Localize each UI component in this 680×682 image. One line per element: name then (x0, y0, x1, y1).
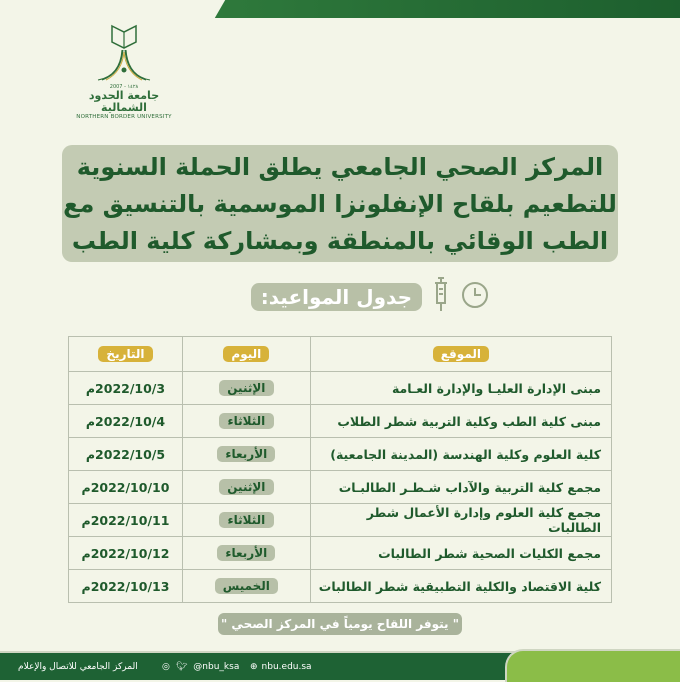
twitter-icon[interactable]: 🐦︎ (175, 661, 188, 672)
table-row: مبنى الإدارة العليـا والإدارة العـامة ال… (68, 371, 613, 405)
table-row: كلية العلوم وكلية الهندسة (المدينة الجام… (68, 437, 613, 471)
website-link[interactable]: nbu.edu.sa (261, 661, 312, 672)
table-row: كلية الاقتصاد والكلية التطبيقية شطر الطا… (68, 569, 613, 603)
title-line: المركز الصحي الجامعي يطلق الحملة السنوية (76, 153, 604, 181)
logo-year: 2007 - ١٤٢٨ (109, 84, 139, 90)
instagram-icon[interactable]: ◎ (162, 661, 170, 672)
announcement-title: المركز الصحي الجامعي يطلق الحملة السنوية… (62, 145, 618, 262)
header-location: الموقع (432, 346, 489, 362)
cell-location: كلية الاقتصاد والكلية التطبيقية شطر الطا… (309, 569, 613, 603)
cell-date: 2022/10/4م (68, 404, 183, 438)
cell-date: 2022/10/3م (68, 371, 183, 405)
top-decor-band (200, 0, 680, 18)
schedule-table: الموقع اليوم التاريخ مبنى الإدارة العليـ… (68, 336, 613, 603)
header-day: اليوم (223, 346, 270, 362)
cell-date: 2022/10/10م (68, 470, 183, 504)
cell-date: 2022/10/11م (68, 503, 183, 537)
cell-date: 2022/10/5م (68, 437, 183, 471)
table-row: مبنى كلية الطب وكلية التربية شطر الطلاب … (68, 404, 613, 438)
header-date: التاريخ (98, 346, 153, 362)
table-row: مجمع الكليات الصحية شطر الطالبات الأربعا… (68, 536, 613, 570)
cell-location: مجمع الكليات الصحية شطر الطالبات (309, 536, 613, 570)
cell-day: الإثنين (218, 380, 274, 396)
cell-location: مبنى الإدارة العليـا والإدارة العـامة (309, 371, 613, 405)
globe-icon: ⊕ (250, 661, 258, 672)
logo-arabic-name: جامعة الحدود الشمالية (88, 89, 160, 114)
cell-day: الخميس (214, 578, 278, 594)
footer-bar: المركز الجامعي للاتصال والإعلام ◎ 🐦︎ @nb… (0, 649, 680, 682)
availability-note: " يتوفر اللقاح يومياً في المركز الصحي " (218, 613, 462, 635)
cell-location: كلية العلوم وكلية الهندسة (المدينة الجام… (309, 437, 613, 471)
cell-location: مجمع كلية العلوم وإدارة الأعمال شطر الطا… (309, 503, 613, 537)
table-row: مجمع كلية العلوم وإدارة الأعمال شطر الطا… (68, 503, 613, 537)
table-row: مجمع كلية التربية والآداب شـطـر الطالبـا… (68, 470, 613, 504)
cell-location: مجمع كلية التربية والآداب شـطـر الطالبـا… (309, 470, 613, 504)
cell-day: الأربعاء (217, 545, 276, 561)
cell-day: الأربعاء (217, 446, 276, 462)
syringe-icon (430, 277, 452, 317)
cell-date: 2022/10/12م (68, 536, 183, 570)
title-line: الطب الوقائي بالمنطقة وبمشاركة كلية الطب (71, 227, 609, 255)
social-handle[interactable]: @nbu_ksa (193, 661, 240, 672)
schedule-heading: جدول المواعيد: (250, 283, 422, 311)
table-header-row: الموقع اليوم التاريخ (68, 336, 613, 372)
university-logo: 2007 - ١٤٢٨ جامعة الحدود الشمالية NORTHE… (68, 22, 180, 120)
title-line: للتطعيم بلقاح الإنفلونزا الموسمية بالتنس… (63, 190, 617, 218)
cell-day: الثلاثاء (218, 413, 274, 429)
footer-org: المركز الجامعي للاتصال والإعلام (18, 661, 138, 672)
logo-english-name: NORTHERN BORDER UNIVERSITY (76, 114, 172, 120)
clock-icon (460, 280, 490, 314)
cell-day: الثلاثاء (218, 512, 274, 528)
cell-location: مبنى كلية الطب وكلية التربية شطر الطلاب (309, 404, 613, 438)
cell-date: 2022/10/13م (68, 569, 183, 603)
vision-badge-panel (505, 649, 680, 682)
schedule-heading-row: جدول المواعيد: (250, 277, 490, 317)
cell-day: الإثنين (218, 479, 274, 495)
logo-emblem-icon (97, 24, 151, 81)
